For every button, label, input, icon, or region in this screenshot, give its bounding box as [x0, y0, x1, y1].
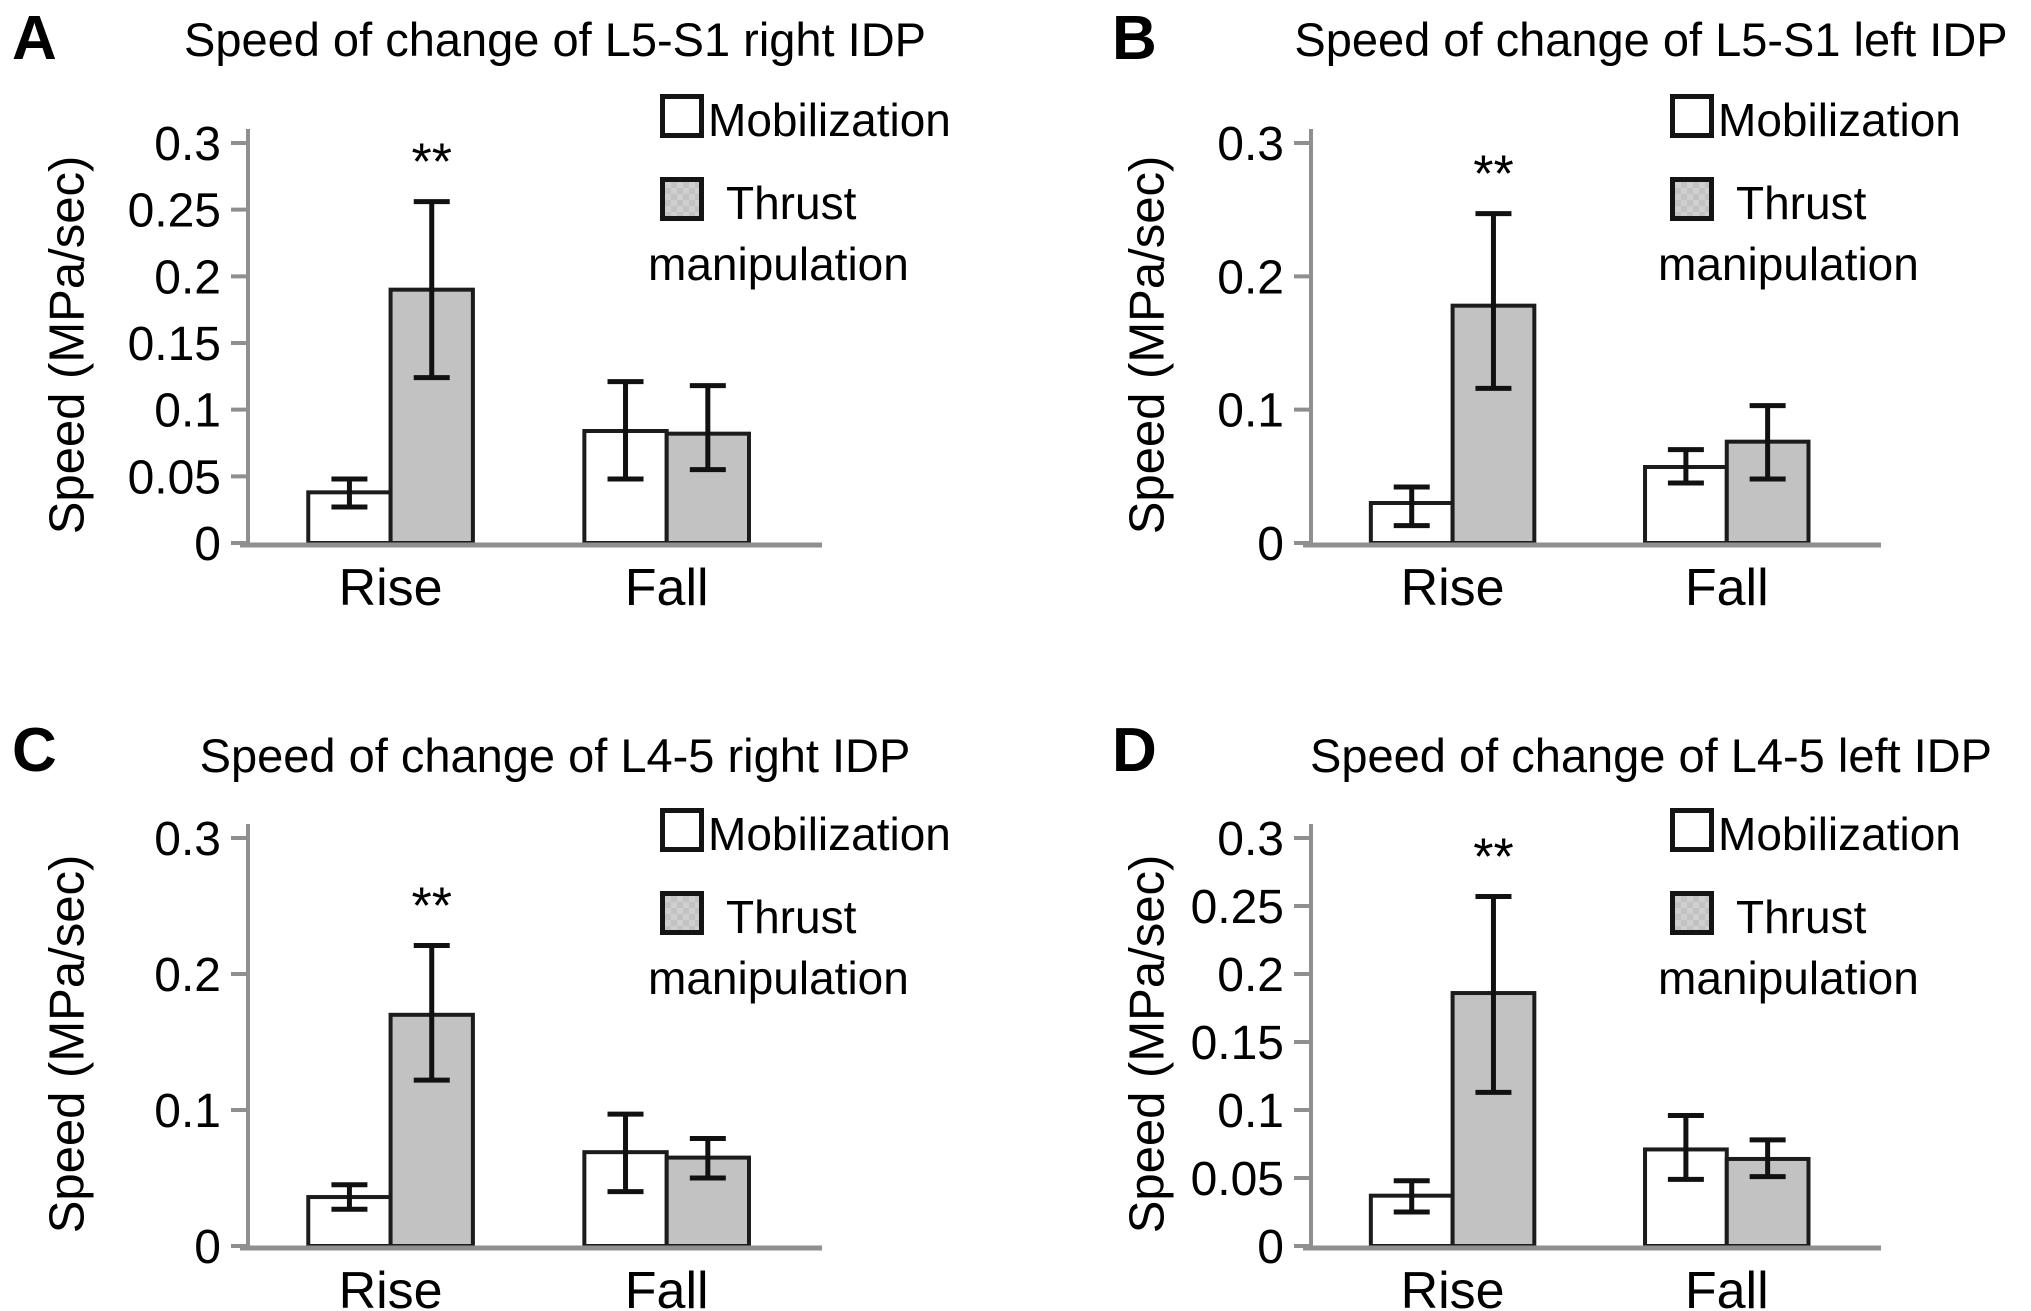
y-tick-label: 0.2 — [1217, 251, 1284, 304]
y-tick-label: 0.05 — [128, 451, 221, 504]
bar-chart: 0 0.05 0.1 0.15 0.2 0.25 0.3 ** Rise Fall — [1191, 813, 1881, 1311]
x-category-label: Rise — [339, 559, 443, 617]
legend-label: Thrust — [726, 176, 857, 229]
x-category-label: Fall — [1685, 1262, 1769, 1311]
y-tick-label: 0 — [1257, 518, 1284, 571]
mobilization-swatch-icon — [660, 94, 704, 138]
panel-title: Speed of change of L4-5 left IDP — [1310, 729, 1992, 782]
legend-label: Mobilization — [1718, 808, 1961, 860]
mobilization-swatch-icon — [1670, 94, 1714, 138]
y-tick-label: 0.1 — [154, 385, 221, 438]
legend-item-mobilization: Mobilization — [1670, 94, 1961, 147]
y-tick-label: 0.25 — [1191, 881, 1284, 934]
legend-item-mobilization: Mobilization — [660, 808, 951, 861]
legend-label: Mobilization — [708, 94, 951, 146]
y-tick-label: 0.3 — [154, 118, 221, 171]
bar-chart: 0 0.1 0.2 0.3 ** Rise Fall — [1217, 118, 1881, 617]
legend-item-thrust: Thrust — [1670, 176, 1961, 230]
y-tick-label: 0 — [1257, 1221, 1284, 1274]
panel-title: Speed of change of L5-S1 right IDP — [183, 13, 927, 66]
y-tick-label: 0.3 — [1217, 813, 1284, 866]
y-tick-label: 0.05 — [1191, 1153, 1284, 1206]
y-tick-label: 0 — [194, 1221, 221, 1274]
y-tick-label: 0.2 — [154, 949, 221, 1002]
legend-label: Thrust — [726, 890, 857, 943]
y-tick-label: 0.2 — [154, 251, 221, 304]
legend-item-mobilization: Mobilization — [660, 94, 951, 147]
panel-title: Speed of change of L5-S1 left IDP — [1294, 13, 2008, 66]
legend-label: Thrust — [1736, 176, 1867, 229]
y-tick-label: 0.25 — [128, 185, 221, 238]
panel-letter: B — [1112, 4, 1158, 73]
legend: Mobilization Thrust manipulation — [648, 808, 951, 1005]
thrust-swatch-icon — [660, 176, 704, 221]
panel-letter: A — [12, 4, 58, 73]
y-tick-label: 0.1 — [154, 1085, 221, 1138]
y-tick-label: 0.15 — [1191, 1017, 1284, 1070]
legend-label-wrap: manipulation — [648, 951, 909, 1004]
y-tick-label: 0 — [194, 518, 221, 571]
thrust-swatch-icon — [1670, 176, 1714, 221]
mobilization-swatch-icon — [1670, 808, 1714, 852]
thrust-swatch-icon — [1670, 890, 1714, 935]
x-category-label: Fall — [625, 559, 709, 617]
x-category-label: Fall — [625, 1262, 709, 1311]
y-tick-label: 0.2 — [1217, 949, 1284, 1002]
panel-d: D Speed of change of L4-5 left IDP Speed… — [1016, 656, 2031, 1311]
legend-label-wrap: manipulation — [1658, 951, 1919, 1004]
bar-chart: 0 0.1 0.2 0.3 ** Rise Fall — [154, 813, 822, 1311]
y-tick-label: 0.1 — [1217, 385, 1284, 438]
panel-letter: D — [1112, 716, 1158, 785]
legend-item-thrust: Thrust — [660, 176, 951, 230]
panel-c: C Speed of change of L4-5 right IDP Spee… — [0, 656, 1015, 1311]
thrust-swatch-icon — [660, 890, 704, 935]
panel-a: A Speed of change of L5-S1 right IDP Spe… — [0, 0, 1015, 655]
significance-marker: ** — [1473, 828, 1513, 886]
legend: Mobilization Thrust manipulation — [1658, 94, 1961, 291]
bar-chart: 0 0.05 0.1 0.15 0.2 0.25 0.3 ** Rise Fall — [128, 118, 822, 617]
panel-title: Speed of change of L4-5 right IDP — [199, 729, 911, 782]
legend-item-thrust: Thrust — [1670, 890, 1961, 944]
legend-label: Thrust — [1736, 890, 1867, 943]
legend-item-mobilization: Mobilization — [1670, 808, 1961, 861]
x-category-label: Rise — [1401, 559, 1505, 617]
y-tick-label: 0.1 — [1217, 1085, 1284, 1138]
significance-marker: ** — [411, 134, 451, 192]
significance-marker: ** — [1473, 146, 1513, 204]
legend-label-wrap: manipulation — [1658, 237, 1919, 290]
legend-label: Mobilization — [708, 808, 951, 860]
legend-label-wrap: manipulation — [648, 237, 909, 290]
mobilization-swatch-icon — [660, 808, 704, 852]
panel-b: B Speed of change of L5-S1 left IDP Spee… — [1016, 0, 2031, 655]
panel-letter: C — [12, 716, 58, 785]
significance-marker: ** — [411, 877, 451, 935]
y-tick-label: 0.3 — [154, 813, 221, 866]
legend: Mobilization Thrust manipulation — [1658, 808, 1961, 1005]
x-category-label: Fall — [1685, 559, 1769, 617]
legend-item-thrust: Thrust — [660, 890, 951, 944]
y-tick-label: 0.15 — [128, 318, 221, 371]
legend-label: Mobilization — [1718, 94, 1961, 146]
x-category-label: Rise — [339, 1262, 443, 1311]
legend: Mobilization Thrust manipulation — [648, 94, 951, 291]
x-category-label: Rise — [1401, 1262, 1505, 1311]
y-tick-label: 0.3 — [1217, 118, 1284, 171]
